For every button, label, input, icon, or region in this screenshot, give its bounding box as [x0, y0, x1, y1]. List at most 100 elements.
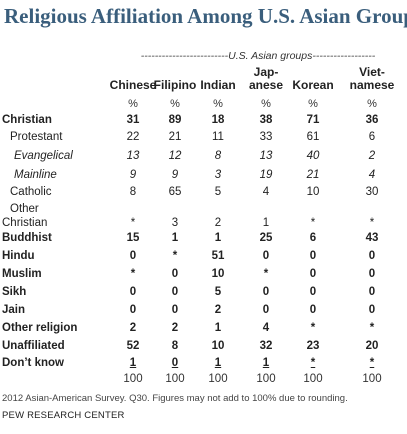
row-label: Unaffiliated: [2, 340, 65, 352]
table-cell: 1: [171, 232, 179, 244]
table-cell: 38: [259, 114, 273, 126]
row-label: Catholic: [10, 186, 52, 198]
table-cell: 0: [309, 268, 317, 280]
column-header-line2: Chinese: [109, 78, 157, 92]
table-cell: 1: [214, 357, 222, 369]
table-row: Hindu 0 * 51 0 0 0: [0, 250, 407, 266]
table-cell: 0: [309, 304, 317, 316]
column-header: Chinese: [103, 66, 163, 92]
table-row: Christian 31 89 18 38 71 36: [0, 114, 407, 130]
table-cell: 1: [262, 217, 270, 229]
table-row: Other Christian * 3 2 1 * *: [0, 203, 407, 229]
table-cell: 10: [306, 186, 320, 198]
table-cell: *: [310, 217, 316, 229]
table-cell: 1: [129, 357, 137, 369]
row-label: Buddhist: [2, 232, 52, 244]
table-cell: 3: [171, 217, 179, 229]
table-cell: 51: [211, 250, 225, 262]
table-cell: 30: [365, 186, 379, 198]
total-cell: 100: [256, 373, 276, 385]
table-cell: 13: [259, 150, 273, 162]
percent-sign: %: [128, 98, 138, 110]
table-cell: 89: [168, 114, 182, 126]
table-cell: 0: [262, 304, 270, 316]
table-cell: 65: [168, 186, 182, 198]
row-label: Sikh: [2, 286, 27, 298]
table-cell: 0: [129, 250, 137, 262]
table-cell: 3: [214, 169, 222, 181]
table-cell: 5: [214, 186, 222, 198]
table-cell: 40: [306, 150, 320, 162]
total-cell: 100: [362, 373, 382, 385]
row-label: Don’t know: [2, 357, 64, 369]
table-cell: 15: [126, 232, 140, 244]
table-cell: 0: [262, 286, 270, 298]
table-cell: 20: [365, 340, 379, 352]
column-header-line2: Korean: [292, 78, 334, 92]
table-cell: 4: [368, 169, 376, 181]
table-row: Mainline 9 9 3 19 21 4: [0, 169, 407, 185]
table-cell: 0: [309, 286, 317, 298]
column-header-line1: Jap-: [253, 65, 279, 79]
total-cell: 100: [303, 373, 323, 385]
table-cell: 8: [129, 186, 137, 198]
column-header: Viet-namese: [342, 66, 402, 92]
table-cell: 0: [368, 304, 376, 316]
table-cell: 6: [309, 232, 317, 244]
column-header: Indian: [188, 66, 248, 92]
row-label: Evangelical: [14, 150, 73, 162]
column-header-line1: Viet-: [359, 65, 385, 79]
table-cell: 0: [129, 286, 137, 298]
table-cell: *: [369, 322, 375, 334]
table-row: Protestant 22 21 11 33 61 6: [0, 131, 407, 147]
percent-sign: %: [170, 98, 180, 110]
row-label: Mainline: [14, 169, 57, 181]
table-cell: *: [369, 357, 375, 369]
table-cell: *: [172, 250, 178, 262]
table-cell: 0: [171, 268, 179, 280]
percent-sign: %: [213, 98, 223, 110]
table-cell: 6: [368, 131, 376, 143]
footnote: 2012 Asian-American Survey. Q30. Figures…: [2, 393, 348, 404]
percent-sign: %: [367, 98, 377, 110]
table-cell: 32: [259, 340, 273, 352]
row-label: Other: [10, 203, 39, 215]
table-cell: 1: [214, 232, 222, 244]
table-cell: 13: [126, 150, 140, 162]
percent-sign: %: [261, 98, 271, 110]
row-label: Other religion: [2, 322, 78, 334]
table-cell: 0: [171, 286, 179, 298]
table-cell: 8: [214, 150, 222, 162]
table-cell: 33: [259, 131, 273, 143]
table-cell: 4: [262, 186, 270, 198]
table-cell: 0: [368, 286, 376, 298]
table-cell: 0: [129, 304, 137, 316]
table-row: Jain 0 0 2 0 0 0: [0, 304, 407, 320]
table-cell: *: [310, 322, 316, 334]
table-row: Catholic 8 65 5 4 10 30: [0, 186, 407, 202]
table-cell: 4: [262, 322, 270, 334]
table-cell: 10: [211, 340, 225, 352]
column-header: Korean: [283, 66, 343, 92]
group-header: -------------------------U.S. Asian grou…: [140, 50, 376, 62]
table-cell: 23: [306, 340, 320, 352]
table-row: Evangelical 13 12 8 13 40 2: [0, 150, 407, 166]
table-row: Other religion 2 2 1 4 * *: [0, 322, 407, 338]
table-cell: 0: [171, 304, 179, 316]
table-cell: 0: [368, 250, 376, 262]
total-cell: 100: [123, 373, 143, 385]
row-label: Jain: [2, 304, 26, 316]
column-header-line2: Indian: [200, 78, 236, 92]
table-cell: 22: [126, 131, 140, 143]
total-cell: 100: [165, 373, 185, 385]
table-cell: 0: [171, 357, 179, 369]
table-cell: 2: [129, 322, 137, 334]
table-cell: 25: [259, 232, 273, 244]
table-cell: 18: [211, 114, 225, 126]
table-cell: *: [130, 268, 136, 280]
table-cell: 0: [262, 250, 270, 262]
table-cell: 0: [309, 250, 317, 262]
table-cell: *: [130, 217, 136, 229]
column-header-line2: anese: [248, 78, 284, 92]
table-cell: 1: [262, 357, 270, 369]
